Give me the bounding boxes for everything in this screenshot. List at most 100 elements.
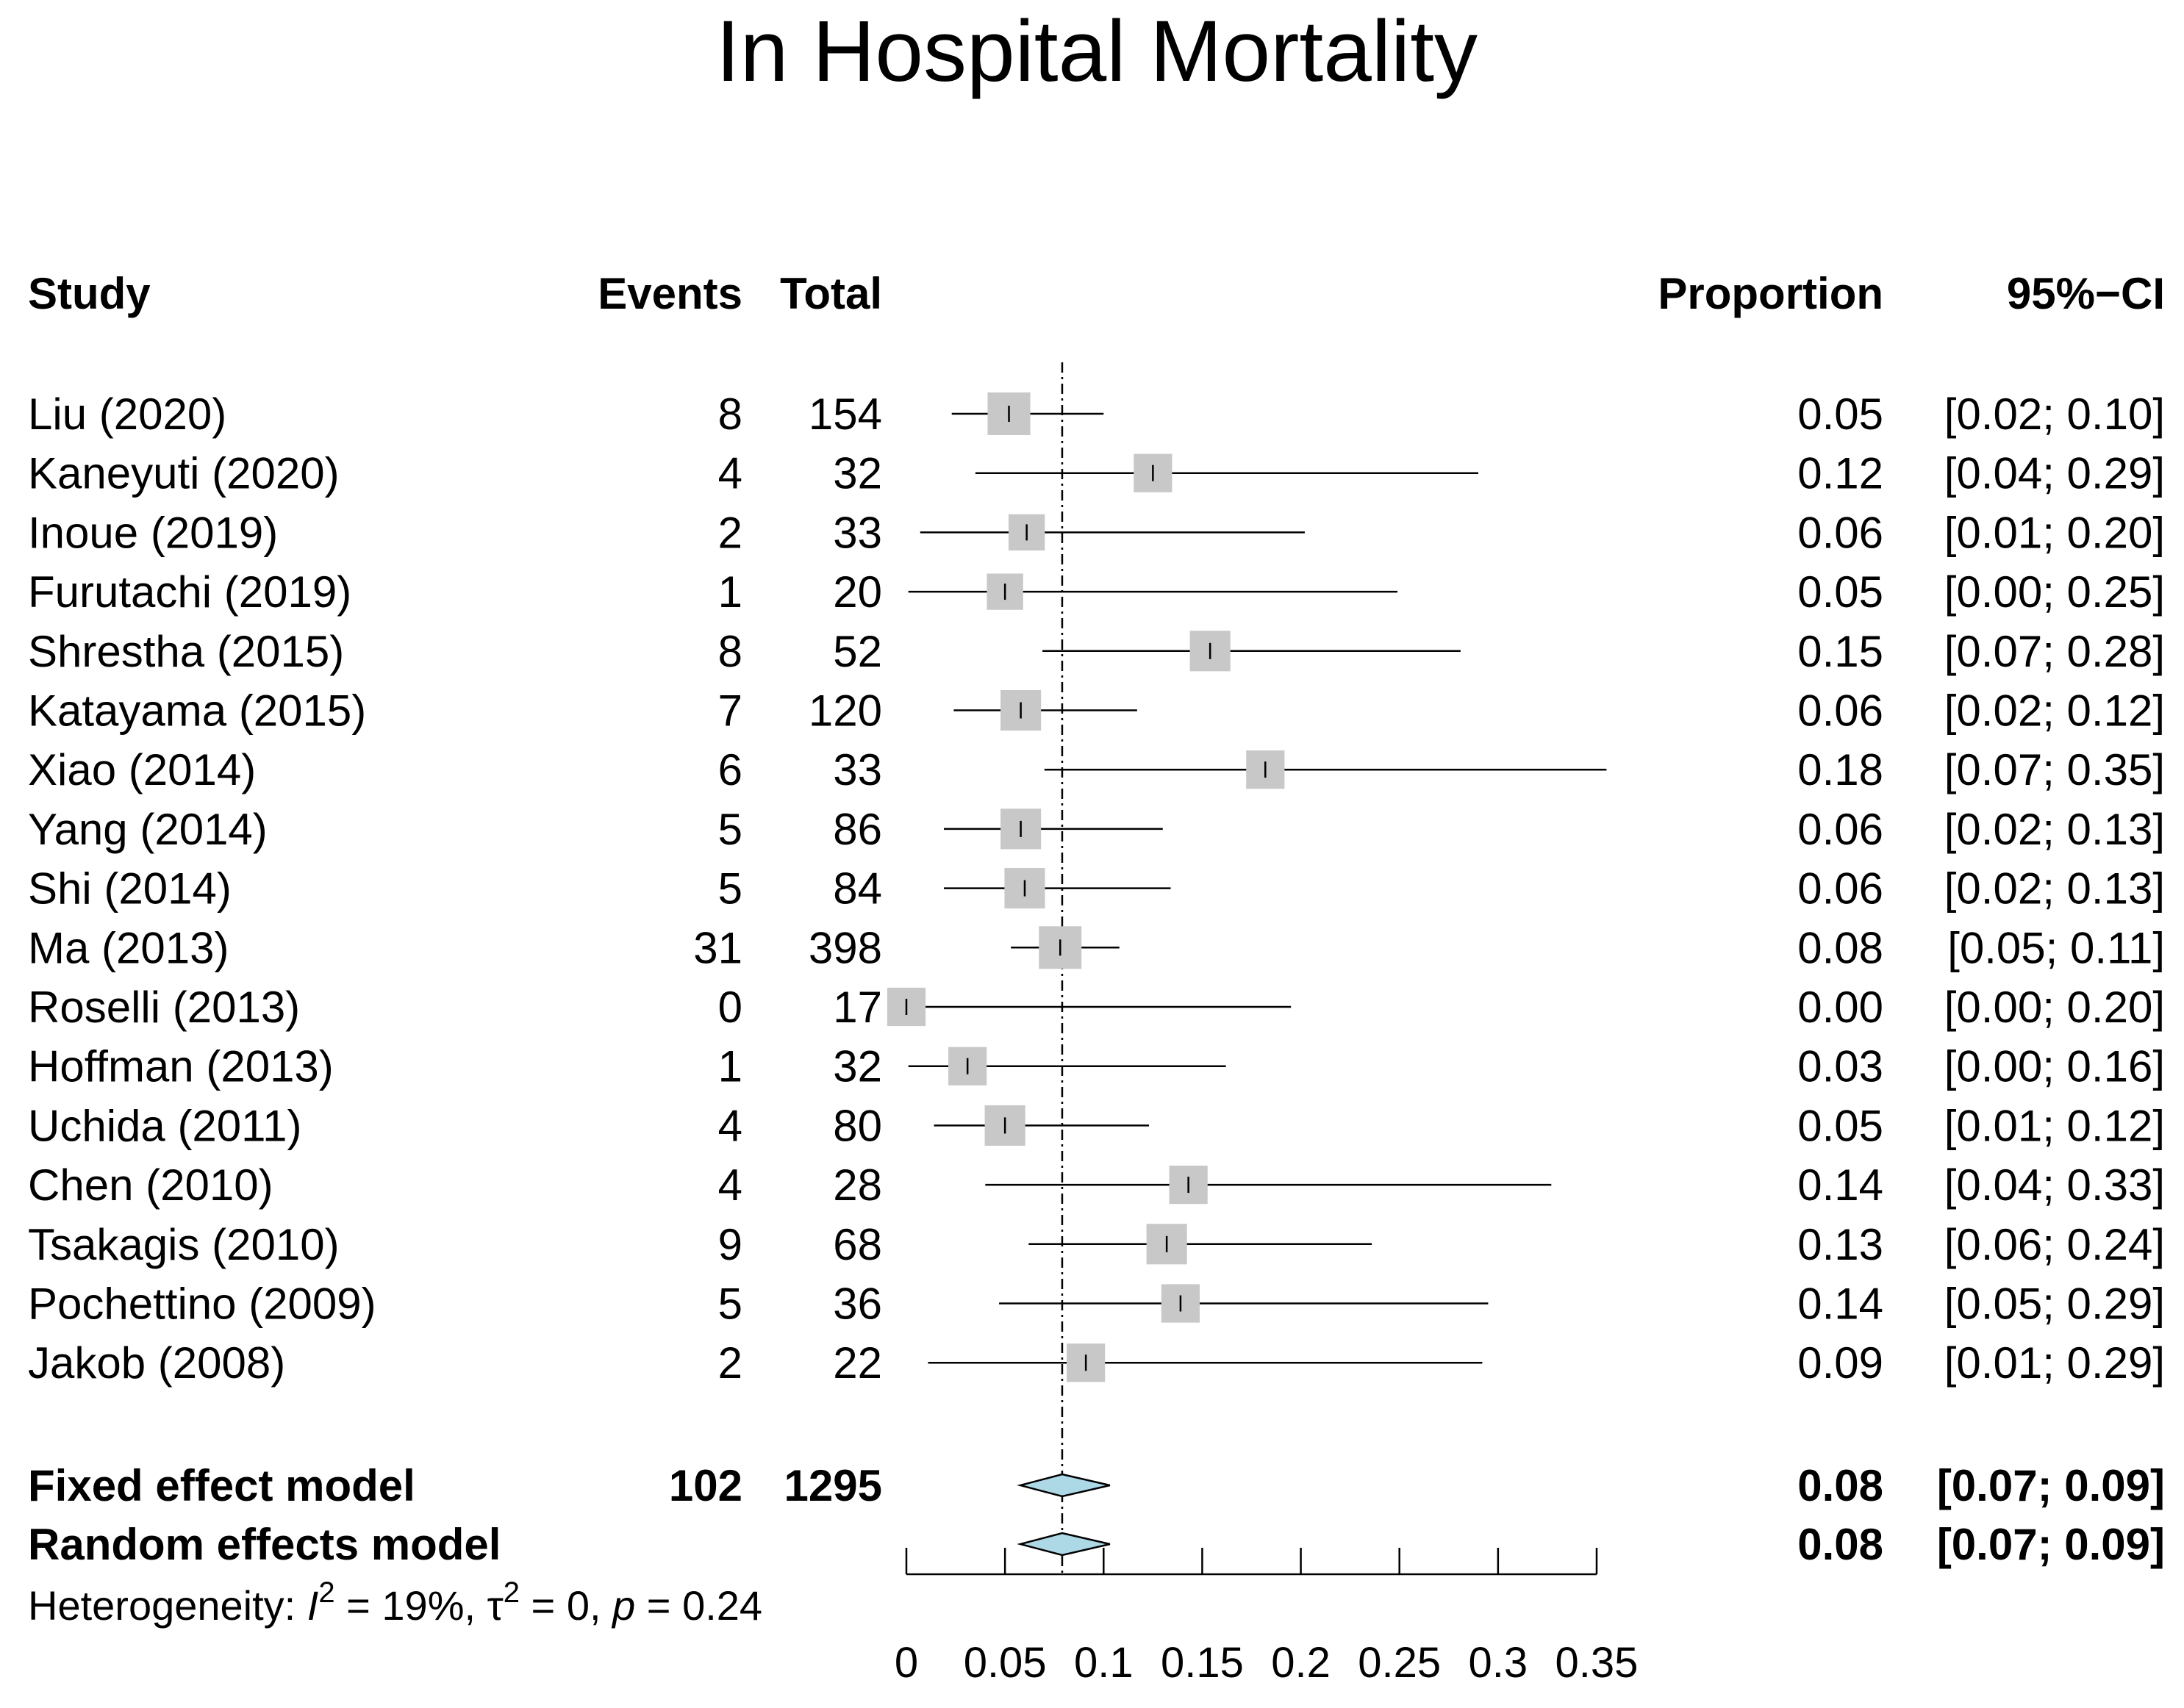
- total-value: 32: [833, 449, 882, 498]
- study-label: Shrestha (2015): [28, 627, 344, 676]
- total-value: 86: [833, 805, 882, 854]
- fixed-effect-row: Fixed effect model 102 1295 0.08 [0.07; 0.09…: [28, 1461, 2165, 1510]
- ci-value: [0.01; 0.20]: [1944, 508, 2165, 557]
- study-row: Ma (2013) 31 398 0.08 [0.05; 0.11]: [28, 923, 2165, 972]
- total-value: 28: [833, 1160, 882, 1210]
- study-row: Shrestha (2015) 8 52 0.15 [0.07; 0.28]: [28, 627, 2165, 676]
- proportion-value: 0.06: [1797, 686, 1883, 736]
- axis-tick-label: 0.25: [1358, 1639, 1441, 1687]
- total-value: 398: [809, 923, 882, 972]
- study-row: Uchida (2011) 4 80 0.05 [0.01; 0.12]: [28, 1101, 2165, 1150]
- study-row: Yang (2014) 5 86 0.06 [0.02; 0.13]: [28, 805, 2165, 854]
- events-value: 8: [718, 627, 742, 676]
- model-label: Random effects model: [28, 1520, 501, 1569]
- ci-value: [0.00; 0.20]: [1944, 983, 2165, 1032]
- events-value: 7: [718, 686, 742, 736]
- ci-value: [0.02; 0.13]: [1944, 805, 2165, 854]
- events-value: 31: [693, 923, 742, 972]
- total-value: 120: [809, 686, 882, 736]
- ci-value: [0.05; 0.11]: [1947, 923, 2165, 972]
- study-label: Tsakagis (2010): [28, 1220, 340, 1269]
- tau-symbol: τ: [487, 1582, 504, 1629]
- study-row: Chen (2010) 4 28 0.14 [0.04; 0.33]: [28, 1160, 2165, 1210]
- summary-rows: Fixed effect model 102 1295 0.08 [0.07; 0.09…: [28, 1461, 2165, 1569]
- total-total: 1295: [784, 1461, 882, 1510]
- events-value: 1: [718, 567, 742, 617]
- study-label: Inoue (2019): [28, 508, 278, 557]
- axis-tick-label: 0: [895, 1639, 918, 1687]
- ci-value: [0.01; 0.12]: [1944, 1101, 2165, 1150]
- ci-value: [0.06; 0.24]: [1944, 1220, 2165, 1269]
- tau-value: = 0,: [520, 1582, 612, 1629]
- events-value: 0: [718, 983, 742, 1032]
- ci-value: [0.05; 0.29]: [1944, 1280, 2165, 1329]
- total-value: 33: [833, 508, 882, 557]
- total-value: 20: [833, 567, 882, 617]
- events-value: 5: [718, 1280, 742, 1329]
- proportion-value: 0.09: [1797, 1338, 1883, 1388]
- study-rows: Liu (2020) 8 154 0.05 [0.02; 0.10]Kaneyuti (…: [28, 390, 2165, 1388]
- events-value: 1: [718, 1042, 742, 1091]
- heterogeneity-text: Heterogeneity: I2 = 19%, τ2 = 0, p = 0.2…: [28, 1576, 762, 1629]
- proportion-value: 0.03: [1797, 1042, 1883, 1091]
- study-row: Pochettino (2009) 5 36 0.14 [0.05; 0.29]: [28, 1280, 2165, 1329]
- model-label: Fixed effect model: [28, 1461, 415, 1510]
- axis-tick-label: 0.15: [1161, 1639, 1244, 1687]
- total-value: 22: [833, 1338, 882, 1388]
- study-row: Inoue (2019) 2 33 0.06 [0.01; 0.20]: [28, 508, 2165, 557]
- ci-value: [0.01; 0.29]: [1944, 1338, 2165, 1388]
- proportion-value: 0.18: [1797, 745, 1883, 794]
- events-value: 2: [718, 1338, 742, 1388]
- p-value: = 0.24: [635, 1582, 762, 1629]
- summary-diamond: [1017, 1532, 1111, 1557]
- total-value: 154: [809, 390, 882, 439]
- proportion-value: 0.14: [1797, 1160, 1883, 1210]
- heterogeneity-prefix: Heterogeneity:: [28, 1582, 307, 1629]
- ci-value: [0.00; 0.25]: [1944, 567, 2165, 617]
- i2-superscript: 2: [318, 1576, 334, 1609]
- total-value: 52: [833, 627, 882, 676]
- ci-value: [0.07; 0.28]: [1944, 627, 2165, 676]
- total-value: 32: [833, 1042, 882, 1091]
- study-label: Hoffman (2013): [28, 1042, 334, 1091]
- study-row: Liu (2020) 8 154 0.05 [0.02; 0.10]: [28, 390, 2165, 439]
- proportion-value: 0.05: [1797, 1101, 1883, 1150]
- header-study: Study: [28, 269, 151, 318]
- ci-value: [0.02; 0.12]: [1944, 686, 2165, 736]
- study-row: Kaneyuti (2020) 4 32 0.12 [0.04; 0.29]: [28, 449, 2165, 498]
- study-label: Ma (2013): [28, 923, 229, 972]
- total-value: 33: [833, 745, 882, 794]
- total-value: 36: [833, 1280, 882, 1329]
- proportion-value: 0.12: [1797, 449, 1883, 498]
- header-total: Total: [780, 269, 882, 318]
- events-value: 9: [718, 1220, 742, 1269]
- study-label: Liu (2020): [28, 390, 226, 439]
- proportion-value: 0.14: [1797, 1280, 1883, 1329]
- study-row: Tsakagis (2010) 9 68 0.13 [0.06; 0.24]: [28, 1220, 2165, 1269]
- proportion-value: 0.13: [1797, 1220, 1883, 1269]
- study-label: Jakob (2008): [28, 1338, 285, 1388]
- study-row: Roselli (2013) 0 17 0.00 [0.00; 0.20]: [28, 983, 2165, 1032]
- p-symbol: p: [611, 1582, 635, 1629]
- axis-tick-label: 0.05: [964, 1639, 1047, 1687]
- total-value: 84: [833, 864, 882, 914]
- study-label: Uchida (2011): [28, 1101, 301, 1150]
- study-label: Yang (2014): [28, 805, 268, 854]
- total-value: 80: [833, 1101, 882, 1150]
- proportion-value: 0.00: [1797, 983, 1883, 1032]
- events-total: 102: [669, 1461, 742, 1510]
- proportion-value: 0.08: [1797, 923, 1883, 972]
- study-label: Xiao (2014): [28, 745, 256, 794]
- tau-superscript: 2: [504, 1576, 520, 1609]
- ci-value: [0.04; 0.29]: [1944, 449, 2165, 498]
- ci-value: [0.04; 0.33]: [1944, 1160, 2165, 1210]
- chart-title: In Hospital Mortality: [716, 3, 1478, 100]
- proportion-value: 0.05: [1797, 390, 1883, 439]
- events-value: 5: [718, 805, 742, 854]
- study-row: Furutachi (2019) 1 20 0.05 [0.00; 0.25]: [28, 567, 2165, 617]
- random-effects-row: Random effects model 0.08 [0.07; 0.09]: [28, 1520, 2165, 1569]
- study-label: Pochettino (2009): [28, 1280, 376, 1329]
- ci-value: [0.00; 0.16]: [1944, 1042, 2165, 1091]
- study-row: Jakob (2008) 2 22 0.09 [0.01; 0.29]: [28, 1338, 2165, 1388]
